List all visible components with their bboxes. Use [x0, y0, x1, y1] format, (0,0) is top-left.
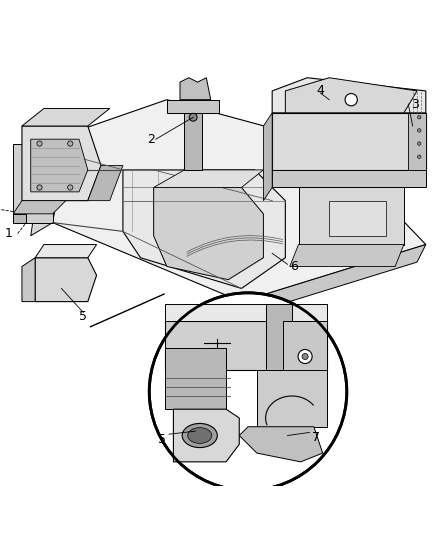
Circle shape: [37, 141, 42, 146]
Circle shape: [149, 293, 346, 490]
Polygon shape: [22, 126, 101, 200]
Polygon shape: [88, 166, 123, 200]
Ellipse shape: [182, 423, 217, 448]
Circle shape: [67, 141, 73, 146]
Polygon shape: [153, 188, 263, 280]
Polygon shape: [232, 245, 425, 319]
Text: 5: 5: [158, 433, 166, 447]
Polygon shape: [153, 170, 263, 188]
Text: 1: 1: [5, 227, 13, 240]
Polygon shape: [272, 170, 425, 188]
Polygon shape: [22, 258, 35, 302]
Polygon shape: [13, 214, 26, 223]
Polygon shape: [256, 370, 326, 427]
Circle shape: [417, 128, 420, 132]
Polygon shape: [31, 139, 88, 192]
Polygon shape: [123, 170, 285, 288]
Polygon shape: [164, 321, 326, 370]
Polygon shape: [53, 100, 425, 302]
Polygon shape: [164, 304, 326, 321]
Circle shape: [417, 142, 420, 146]
Text: 7: 7: [311, 431, 319, 444]
Polygon shape: [35, 245, 96, 258]
Circle shape: [297, 350, 311, 364]
Ellipse shape: [187, 427, 211, 443]
Polygon shape: [289, 245, 403, 266]
Polygon shape: [407, 113, 425, 170]
Polygon shape: [285, 78, 416, 113]
Polygon shape: [239, 427, 322, 462]
Polygon shape: [13, 143, 53, 223]
Circle shape: [417, 116, 420, 119]
Text: 5: 5: [79, 311, 87, 324]
Polygon shape: [328, 200, 385, 236]
Circle shape: [67, 185, 73, 190]
Polygon shape: [184, 113, 201, 170]
Polygon shape: [272, 113, 425, 170]
Polygon shape: [265, 304, 291, 370]
Polygon shape: [22, 108, 110, 126]
Circle shape: [189, 114, 197, 121]
Circle shape: [417, 155, 420, 158]
Polygon shape: [180, 78, 210, 100]
Polygon shape: [298, 188, 403, 245]
Text: 2: 2: [147, 133, 155, 146]
Polygon shape: [31, 135, 66, 236]
Polygon shape: [35, 258, 96, 302]
Circle shape: [37, 185, 42, 190]
Polygon shape: [164, 348, 226, 409]
Polygon shape: [173, 409, 239, 462]
Polygon shape: [263, 113, 272, 200]
Circle shape: [344, 93, 357, 106]
Circle shape: [301, 353, 307, 360]
Text: 6: 6: [290, 260, 297, 273]
Polygon shape: [272, 78, 425, 113]
Polygon shape: [166, 100, 219, 113]
Polygon shape: [283, 321, 326, 392]
Text: 3: 3: [410, 98, 418, 110]
Polygon shape: [13, 200, 66, 214]
Text: 4: 4: [316, 84, 324, 98]
